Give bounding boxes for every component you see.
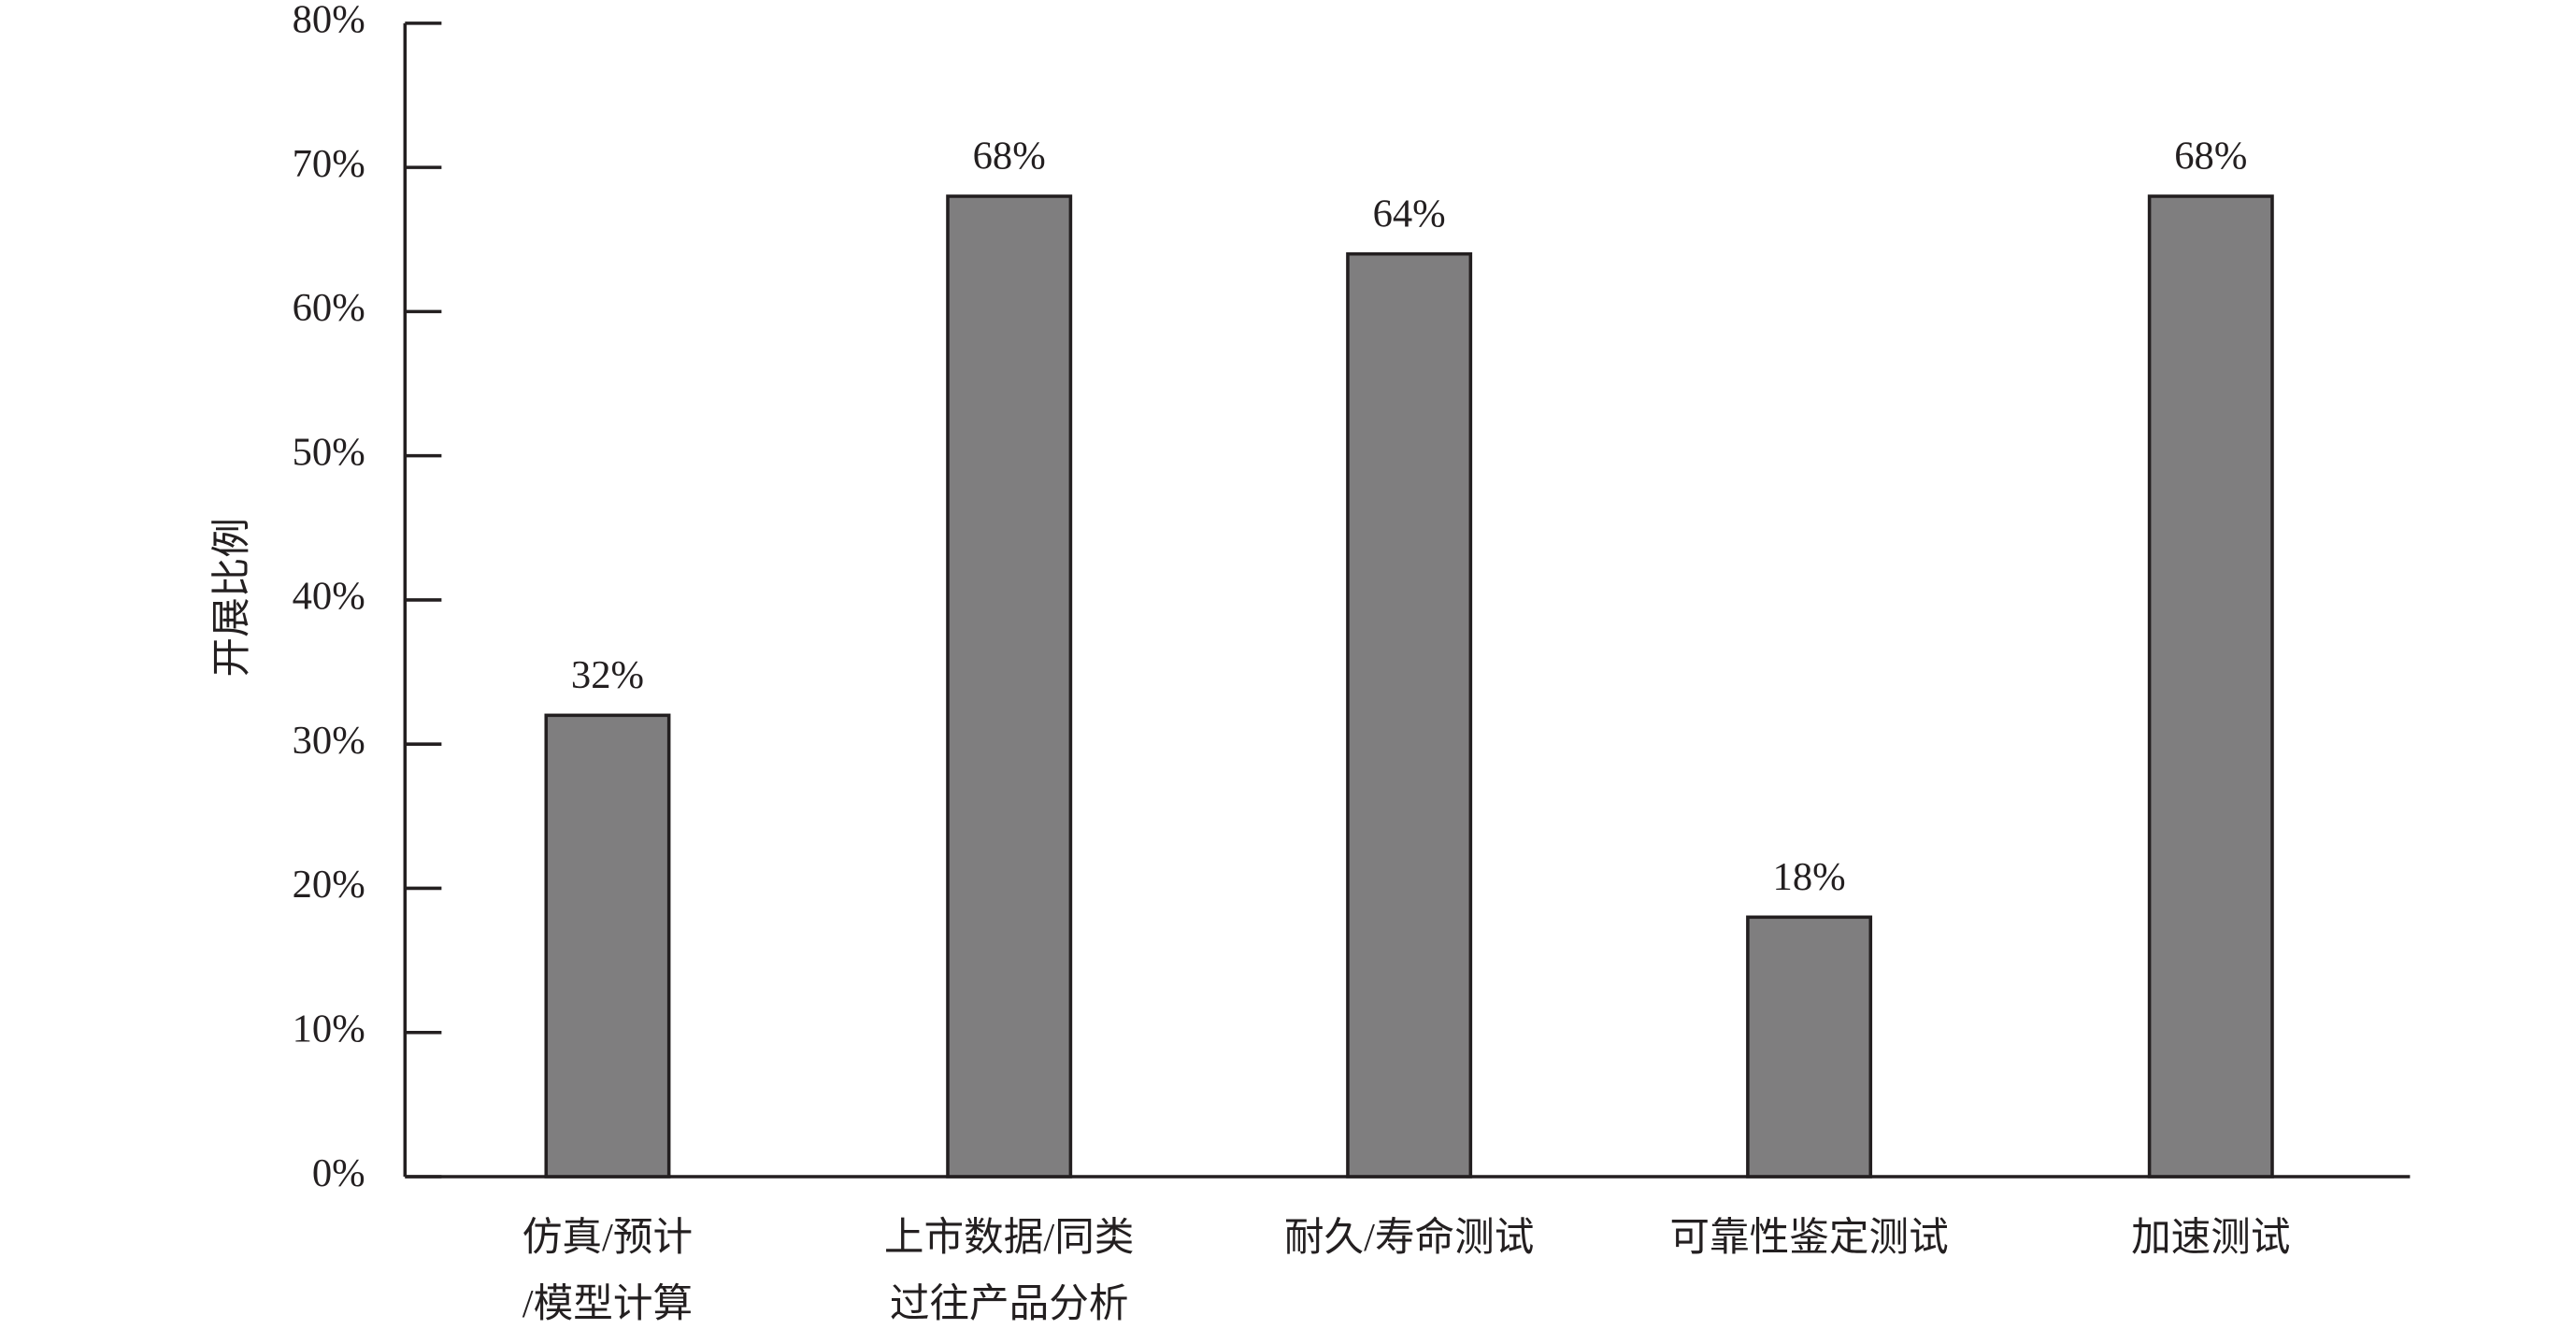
value-label: 18% [1773,855,1846,899]
x-tick-label: 加速测试 [2131,1216,2290,1260]
value-label: 32% [571,653,644,697]
x-tick-label: 上市数据/同类 [884,1216,1134,1260]
bar [544,713,671,1179]
bar [1346,251,1473,1179]
y-tick-label: 0% [312,1151,365,1195]
x-tick-label: 仿真/预计 [522,1216,693,1260]
value-label: 64% [1373,192,1446,236]
y-tick-label: 80% [293,0,365,42]
y-tick-label: 40% [293,575,365,619]
value-label: 68% [973,135,1046,179]
bar [946,194,1073,1179]
y-tick-label: 20% [293,863,365,907]
bar [1746,915,1873,1179]
bar [2147,194,2274,1179]
x-tick-label: 可靠性鉴定测试 [1669,1216,1948,1260]
value-label: 68% [2174,135,2247,179]
y-tick-label: 50% [293,430,365,474]
x-tick-label: 耐久/寿命测试 [1284,1216,1535,1260]
y-tick-label: 30% [293,719,365,763]
y-tick-label: 70% [293,142,365,186]
y-tick-label: 60% [293,286,365,330]
y-axis-label: 开展比例 [210,518,254,677]
y-tick-label: 10% [293,1007,365,1051]
x-tick-label: 过往产品分析 [890,1282,1129,1326]
x-tick-label: /模型计算 [522,1282,693,1326]
